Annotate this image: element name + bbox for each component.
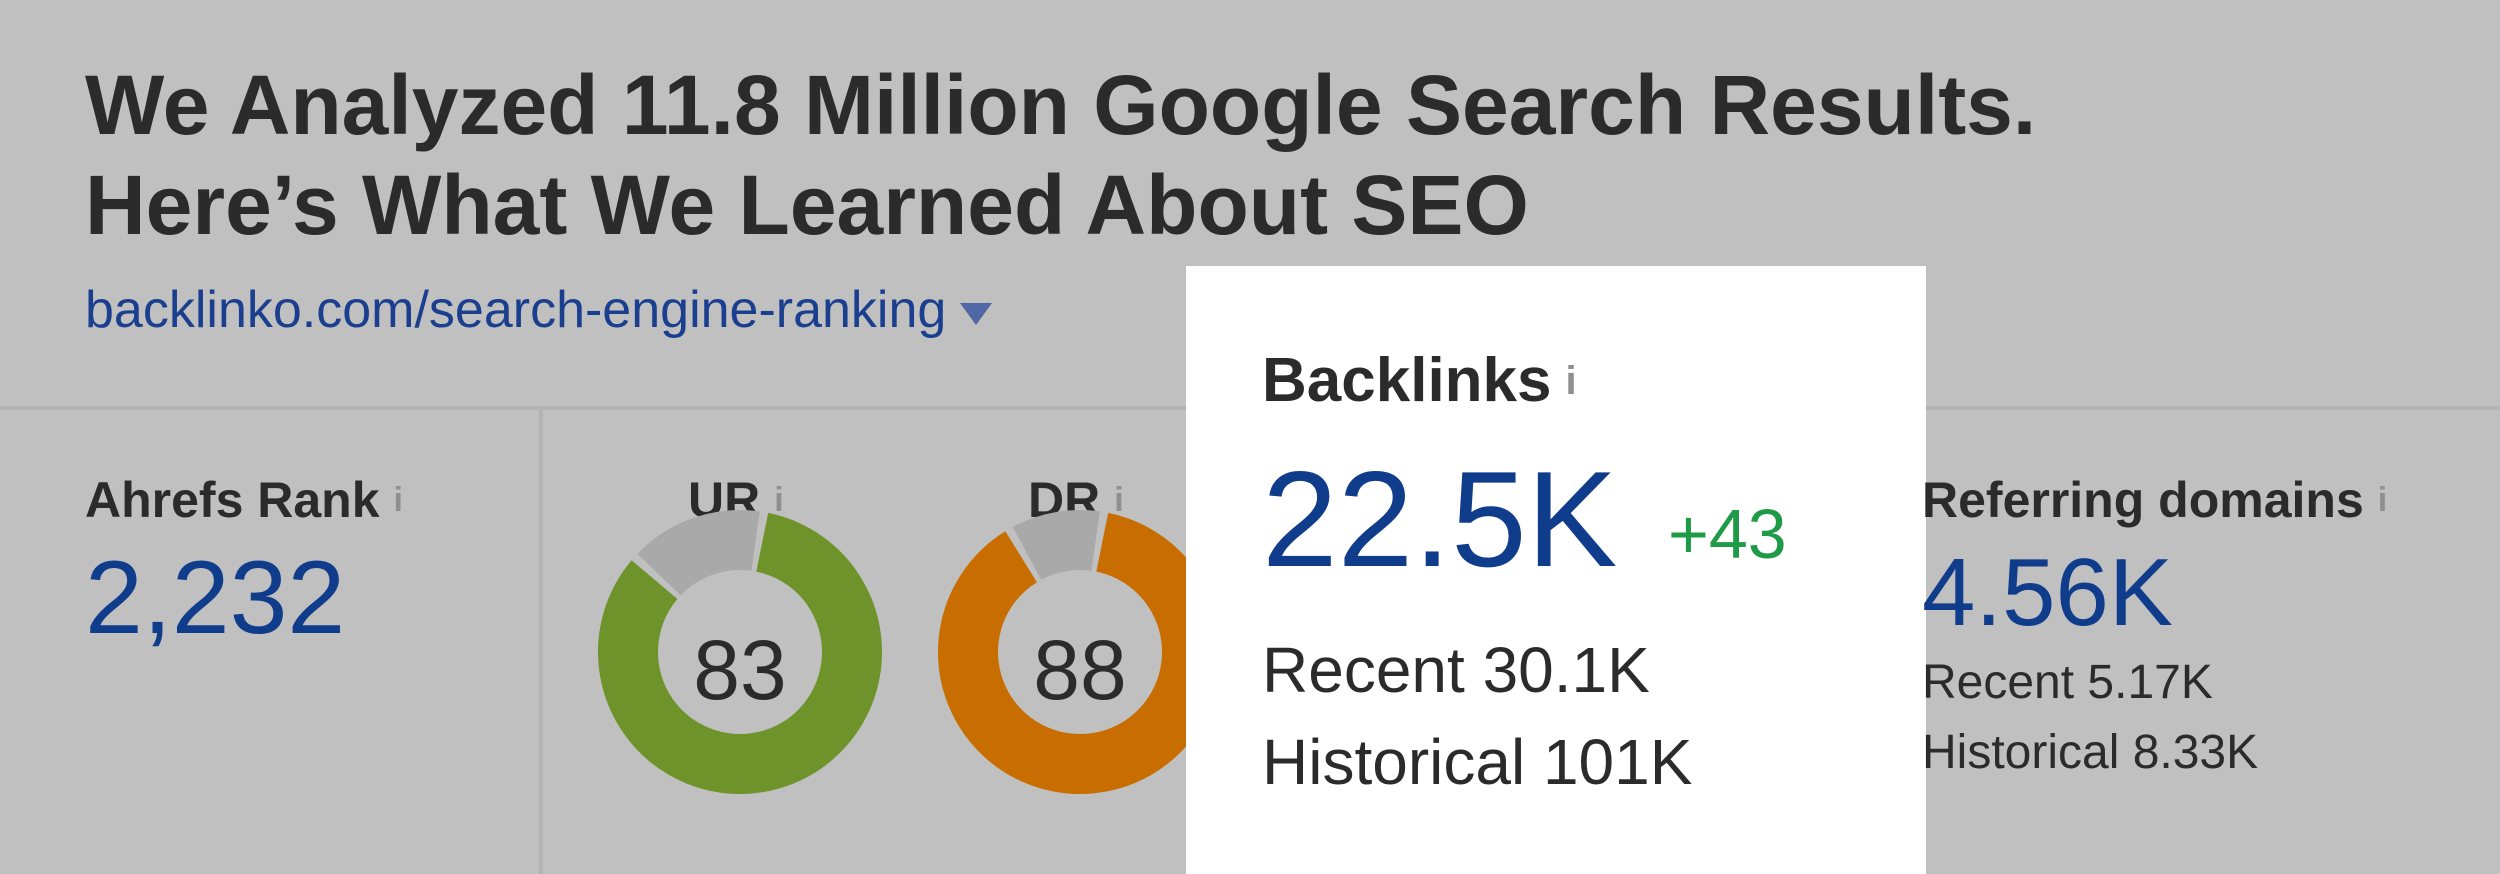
backlinks-label-text: Backlinks bbox=[1262, 346, 1552, 415]
info-icon[interactable]: i bbox=[393, 481, 403, 519]
dr-donut-fill bbox=[938, 512, 1222, 794]
info-icon[interactable]: i bbox=[1114, 481, 1124, 519]
title-line-1: We Analyzed 11.8 Million Google Search R… bbox=[85, 58, 2037, 152]
backlinks-recent: Recent 30.1K bbox=[1262, 634, 1650, 706]
header: We Analyzed 11.8 Million Google Search R… bbox=[0, 0, 2500, 408]
backlinks-historical: Historical 101K bbox=[1262, 726, 1693, 798]
referring-domains-label: Referring domains i bbox=[1922, 470, 2387, 530]
title-line-2: Here’s What We Learned About SEO bbox=[85, 158, 1529, 252]
ahrefs-rank-label: Ahrefs Rank i bbox=[85, 470, 403, 530]
referring-domains-block: Referring domains i 4.56K Recent 5.17K Hi… bbox=[1922, 470, 2387, 788]
ur-donut-track bbox=[637, 510, 760, 597]
url-row[interactable]: backlinko.com/search-engine-ranking bbox=[85, 278, 993, 342]
info-icon[interactable]: i bbox=[2377, 481, 2388, 519]
referring-domains-recent: Recent 5.17K bbox=[1922, 656, 2213, 709]
ahrefs-rank-block: Ahrefs Rank i 2,232 bbox=[85, 470, 403, 658]
ahrefs-rank-value: 2,232 bbox=[85, 540, 346, 656]
dr-value: 88 bbox=[1033, 623, 1127, 717]
backlinks-label: Backlinks i bbox=[1262, 344, 1577, 418]
caret-down-icon[interactable] bbox=[960, 303, 993, 325]
divider-vertical bbox=[539, 408, 543, 874]
referring-domains-historical: Historical 8.33K bbox=[1922, 726, 2259, 779]
ur-gauge: UR i 83 bbox=[598, 470, 888, 870]
page-url-link[interactable]: backlinko.com/search-engine-ranking bbox=[85, 281, 947, 339]
dr-gauge: DR i 88 bbox=[938, 470, 1228, 870]
backlinks-delta: +43 bbox=[1668, 495, 1787, 573]
ahrefs-rank-label-text: Ahrefs Rank bbox=[85, 472, 380, 528]
info-icon[interactable]: i bbox=[774, 481, 784, 519]
referring-domains-label-text: Referring domains bbox=[1922, 472, 2364, 528]
ur-donut-chart bbox=[598, 510, 882, 794]
ur-value: 83 bbox=[693, 623, 787, 717]
page-title: We Analyzed 11.8 Million Google Search R… bbox=[85, 55, 2285, 255]
backlinks-value: 22.5K bbox=[1262, 443, 1618, 595]
referring-domains-value: 4.56K bbox=[1922, 539, 2173, 646]
ur-donut-fill bbox=[598, 512, 882, 794]
info-icon[interactable]: i bbox=[1565, 359, 1577, 403]
dr-donut-track bbox=[1012, 510, 1100, 581]
backlinks-card: Backlinks i 22.5K +43 Recent 30.1K Histor… bbox=[1186, 266, 1926, 874]
dr-donut-chart bbox=[938, 510, 1222, 794]
